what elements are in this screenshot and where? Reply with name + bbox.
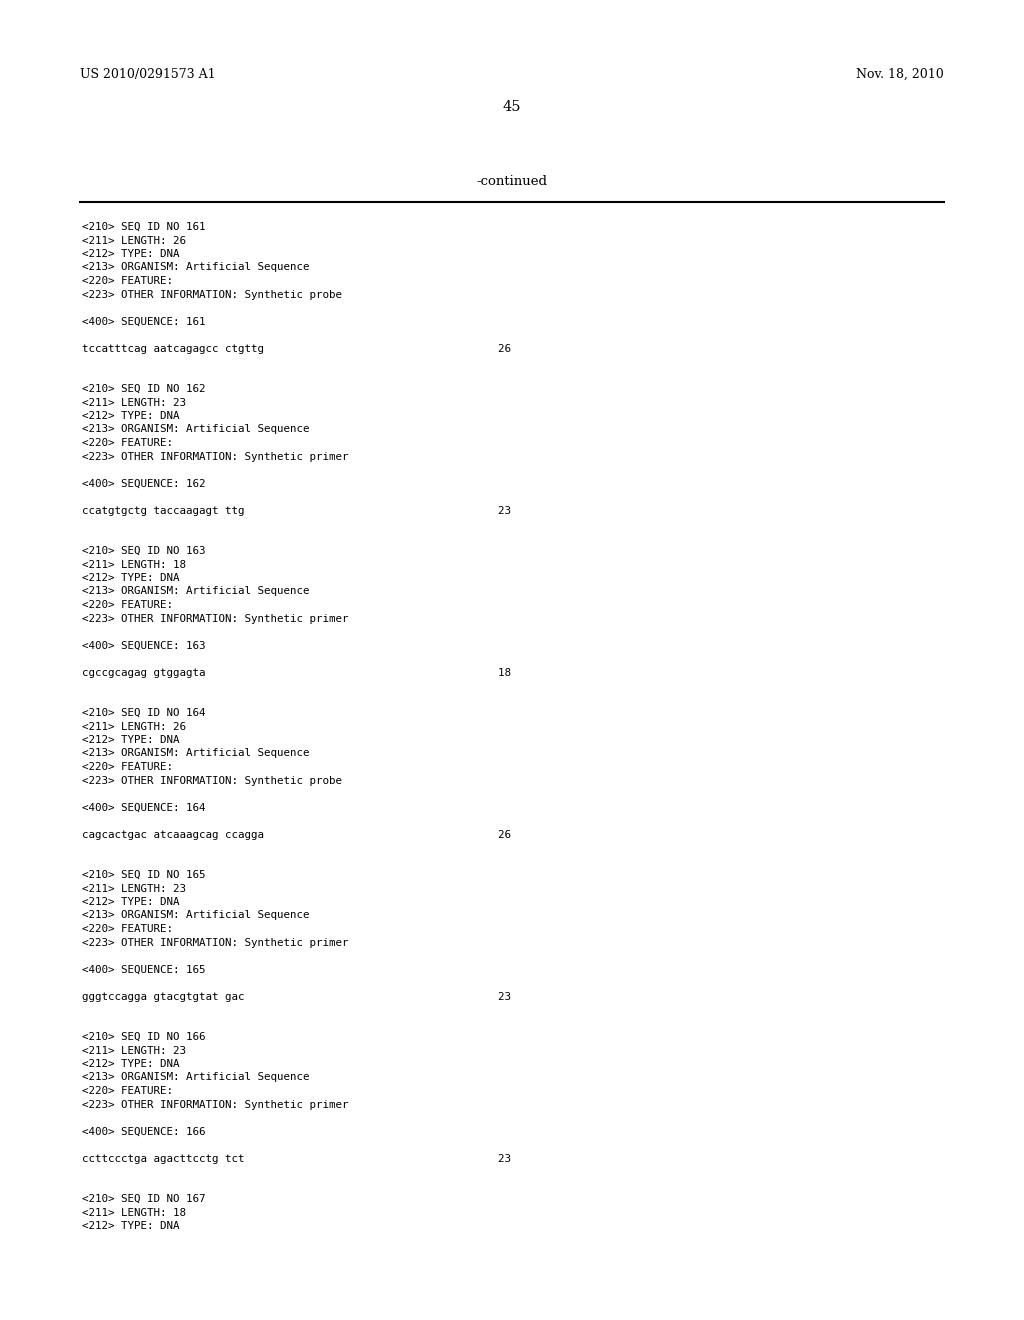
Text: <210> SEQ ID NO 163: <210> SEQ ID NO 163 — [82, 546, 206, 556]
Text: <210> SEQ ID NO 164: <210> SEQ ID NO 164 — [82, 708, 206, 718]
Text: <213> ORGANISM: Artificial Sequence: <213> ORGANISM: Artificial Sequence — [82, 911, 309, 920]
Text: <223> OTHER INFORMATION: Synthetic probe: <223> OTHER INFORMATION: Synthetic probe — [82, 776, 342, 785]
Text: <211> LENGTH: 23: <211> LENGTH: 23 — [82, 1045, 186, 1056]
Text: <223> OTHER INFORMATION: Synthetic primer: <223> OTHER INFORMATION: Synthetic prime… — [82, 451, 348, 462]
Text: ccatgtgctg taccaagagt ttg                                       23: ccatgtgctg taccaagagt ttg 23 — [82, 506, 511, 516]
Text: <210> SEQ ID NO 162: <210> SEQ ID NO 162 — [82, 384, 206, 393]
Text: <400> SEQUENCE: 165: <400> SEQUENCE: 165 — [82, 965, 206, 974]
Text: <220> FEATURE:: <220> FEATURE: — [82, 924, 173, 935]
Text: <212> TYPE: DNA: <212> TYPE: DNA — [82, 573, 179, 583]
Text: <212> TYPE: DNA: <212> TYPE: DNA — [82, 411, 179, 421]
Text: <400> SEQUENCE: 161: <400> SEQUENCE: 161 — [82, 317, 206, 326]
Text: <213> ORGANISM: Artificial Sequence: <213> ORGANISM: Artificial Sequence — [82, 425, 309, 434]
Text: Nov. 18, 2010: Nov. 18, 2010 — [856, 69, 944, 81]
Text: <220> FEATURE:: <220> FEATURE: — [82, 438, 173, 447]
Text: <223> OTHER INFORMATION: Synthetic primer: <223> OTHER INFORMATION: Synthetic prime… — [82, 937, 348, 948]
Text: <211> LENGTH: 23: <211> LENGTH: 23 — [82, 883, 186, 894]
Text: ccttccctga agacttcctg tct                                       23: ccttccctga agacttcctg tct 23 — [82, 1154, 511, 1163]
Text: <223> OTHER INFORMATION: Synthetic probe: <223> OTHER INFORMATION: Synthetic probe — [82, 289, 342, 300]
Text: <212> TYPE: DNA: <212> TYPE: DNA — [82, 1221, 179, 1232]
Text: <213> ORGANISM: Artificial Sequence: <213> ORGANISM: Artificial Sequence — [82, 1072, 309, 1082]
Text: <400> SEQUENCE: 163: <400> SEQUENCE: 163 — [82, 640, 206, 651]
Text: <210> SEQ ID NO 167: <210> SEQ ID NO 167 — [82, 1195, 206, 1204]
Text: <210> SEQ ID NO 165: <210> SEQ ID NO 165 — [82, 870, 206, 880]
Text: <212> TYPE: DNA: <212> TYPE: DNA — [82, 249, 179, 259]
Text: <220> FEATURE:: <220> FEATURE: — [82, 601, 173, 610]
Text: 45: 45 — [503, 100, 521, 114]
Text: <211> LENGTH: 18: <211> LENGTH: 18 — [82, 560, 186, 569]
Text: <400> SEQUENCE: 164: <400> SEQUENCE: 164 — [82, 803, 206, 813]
Text: <210> SEQ ID NO 161: <210> SEQ ID NO 161 — [82, 222, 206, 232]
Text: <211> LENGTH: 18: <211> LENGTH: 18 — [82, 1208, 186, 1217]
Text: gggtccagga gtacgtgtat gac                                       23: gggtccagga gtacgtgtat gac 23 — [82, 991, 511, 1002]
Text: tccatttcag aatcagagcc ctgttg                                    26: tccatttcag aatcagagcc ctgttg 26 — [82, 343, 511, 354]
Text: US 2010/0291573 A1: US 2010/0291573 A1 — [80, 69, 216, 81]
Text: <400> SEQUENCE: 166: <400> SEQUENCE: 166 — [82, 1126, 206, 1137]
Text: <400> SEQUENCE: 162: <400> SEQUENCE: 162 — [82, 479, 206, 488]
Text: <212> TYPE: DNA: <212> TYPE: DNA — [82, 898, 179, 907]
Text: <213> ORGANISM: Artificial Sequence: <213> ORGANISM: Artificial Sequence — [82, 263, 309, 272]
Text: <220> FEATURE:: <220> FEATURE: — [82, 1086, 173, 1096]
Text: <223> OTHER INFORMATION: Synthetic primer: <223> OTHER INFORMATION: Synthetic prime… — [82, 614, 348, 623]
Text: cagcactgac atcaaagcag ccagga                                    26: cagcactgac atcaaagcag ccagga 26 — [82, 829, 511, 840]
Text: <212> TYPE: DNA: <212> TYPE: DNA — [82, 735, 179, 744]
Text: <220> FEATURE:: <220> FEATURE: — [82, 276, 173, 286]
Text: <211> LENGTH: 23: <211> LENGTH: 23 — [82, 397, 186, 408]
Text: <213> ORGANISM: Artificial Sequence: <213> ORGANISM: Artificial Sequence — [82, 586, 309, 597]
Text: <223> OTHER INFORMATION: Synthetic primer: <223> OTHER INFORMATION: Synthetic prime… — [82, 1100, 348, 1110]
Text: <211> LENGTH: 26: <211> LENGTH: 26 — [82, 722, 186, 731]
Text: <213> ORGANISM: Artificial Sequence: <213> ORGANISM: Artificial Sequence — [82, 748, 309, 759]
Text: cgccgcagag gtggagta                                             18: cgccgcagag gtggagta 18 — [82, 668, 511, 677]
Text: <212> TYPE: DNA: <212> TYPE: DNA — [82, 1059, 179, 1069]
Text: <220> FEATURE:: <220> FEATURE: — [82, 762, 173, 772]
Text: -continued: -continued — [476, 176, 548, 187]
Text: <210> SEQ ID NO 166: <210> SEQ ID NO 166 — [82, 1032, 206, 1041]
Text: <211> LENGTH: 26: <211> LENGTH: 26 — [82, 235, 186, 246]
